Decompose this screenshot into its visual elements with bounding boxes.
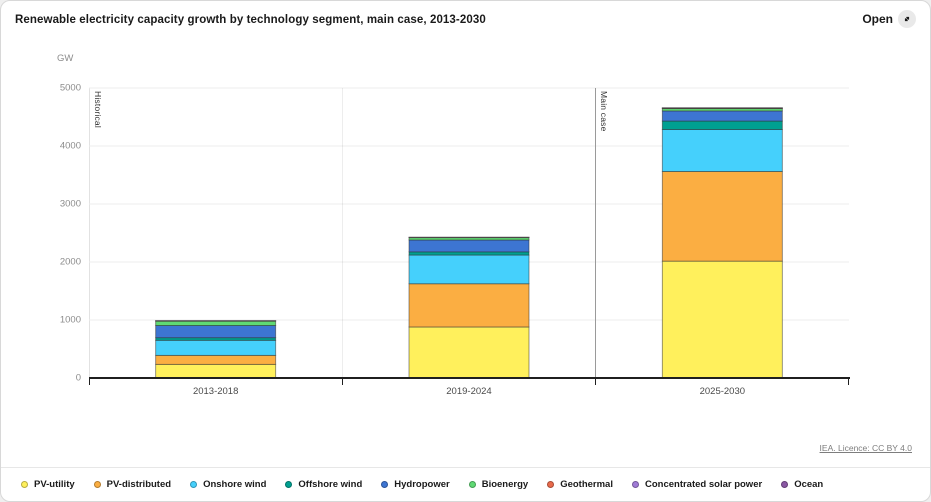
legend-item-label: PV-distributed [106, 479, 172, 490]
legend-item-label: Bioenergy [481, 479, 529, 490]
y-axis-tick-label: 0 [75, 372, 81, 384]
legend-dot-icon [21, 481, 28, 488]
legend-item-concentrated-solar-power[interactable]: Concentrated solar power [631, 479, 763, 490]
open-button[interactable]: Open [862, 10, 916, 28]
bar-segment-pv-utility[interactable] [408, 326, 530, 379]
y-axis-line [89, 88, 90, 378]
legend-item-bioenergy[interactable]: Bioenergy [468, 479, 529, 490]
y-axis-labels: 0 1000 2000 3000 4000 5000 [31, 83, 81, 384]
chart-legend: PV-utility PV-distributed Onshore wind Offs… [1, 467, 930, 501]
bar-segment-pv-distributed[interactable] [155, 354, 277, 365]
license-link[interactable]: IEA. Licence: CC BY 4.0 [819, 443, 912, 453]
bar-segment-onshore-wind[interactable] [155, 339, 277, 356]
x-axis-tick [595, 377, 596, 385]
legend-dot-icon [381, 481, 389, 488]
plot-area [89, 87, 849, 379]
y-axis-tick-label: 3000 [59, 198, 81, 210]
legend-dot-icon [631, 481, 639, 488]
x-axis-category-label: 2019-2024 [446, 386, 492, 397]
legend-dot-icon [781, 481, 789, 488]
bar-segment-pv-utility[interactable] [155, 363, 277, 379]
main-case-region-label: Main case [599, 91, 609, 132]
x-axis-tick [342, 377, 343, 385]
open-button-label: Open [862, 12, 893, 26]
legend-item-pv-utility[interactable]: PV-utility [21, 479, 75, 490]
legend-item-hydropower[interactable]: Hydropower [381, 479, 450, 490]
section-divider-line [342, 88, 343, 378]
legend-item-label: Offshore wind [298, 479, 363, 490]
legend-item-offshore-wind[interactable]: Offshore wind [285, 479, 362, 490]
legend-item-label: Concentrated solar power [644, 479, 763, 490]
historical-region-label: Historical [93, 91, 103, 128]
legend-item-ocean[interactable]: Ocean [781, 479, 823, 490]
bar-segment-hydropower[interactable] [155, 325, 277, 339]
legend-dot-icon [468, 481, 476, 488]
bar-segment-onshore-wind[interactable] [661, 129, 783, 172]
legend-dot-icon [190, 481, 198, 488]
legend-item-label: Hydropower [394, 479, 450, 490]
page-title: Renewable electricity capacity growth by… [15, 14, 486, 26]
legend-dot-icon [547, 481, 555, 488]
y-axis-tick-label: 2000 [59, 256, 81, 268]
legend-item-label: Ocean [794, 479, 824, 490]
x-axis-tick [848, 377, 849, 385]
x-axis-tick [89, 377, 90, 385]
y-axis-tick-label: 4000 [59, 140, 81, 152]
expand-arrow-icon [898, 10, 916, 28]
bar-segment-bioenergy[interactable] [155, 320, 277, 326]
bar-segment-hydropower[interactable] [408, 239, 530, 253]
legend-item-pv-distributed[interactable]: PV-distributed [93, 479, 172, 490]
legend-item-onshore-wind[interactable]: Onshore wind [190, 479, 266, 490]
legend-item-label: Geothermal [560, 479, 613, 490]
bar-segment-onshore-wind[interactable] [408, 254, 530, 285]
legend-item-geothermal[interactable]: Geothermal [547, 479, 613, 490]
y-axis-unit-label: GW [57, 53, 74, 64]
legend-dot-icon [285, 481, 293, 488]
bar-segment-offshore-wind[interactable] [661, 120, 783, 130]
legend-dot-icon [93, 481, 101, 488]
x-axis-category-label: 2013-2018 [192, 386, 239, 397]
x-axis-category-label: 2025-2030 [699, 386, 746, 397]
y-axis-tick-label: 1000 [59, 314, 81, 326]
legend-item-label: PV-utility [34, 479, 75, 490]
historical-forecast-divider-line [595, 88, 596, 378]
bar-segment-hydropower[interactable] [661, 110, 783, 122]
bar-segment-pv-utility[interactable] [661, 260, 783, 379]
bar-segment-pv-distributed[interactable] [661, 171, 783, 262]
x-axis-line [89, 377, 850, 379]
bar-segment-pv-distributed[interactable] [408, 283, 530, 328]
bar-segment-offshore-wind[interactable] [408, 251, 530, 256]
legend-item-label: Onshore wind [203, 479, 267, 490]
y-axis-tick-label: 5000 [59, 82, 81, 94]
